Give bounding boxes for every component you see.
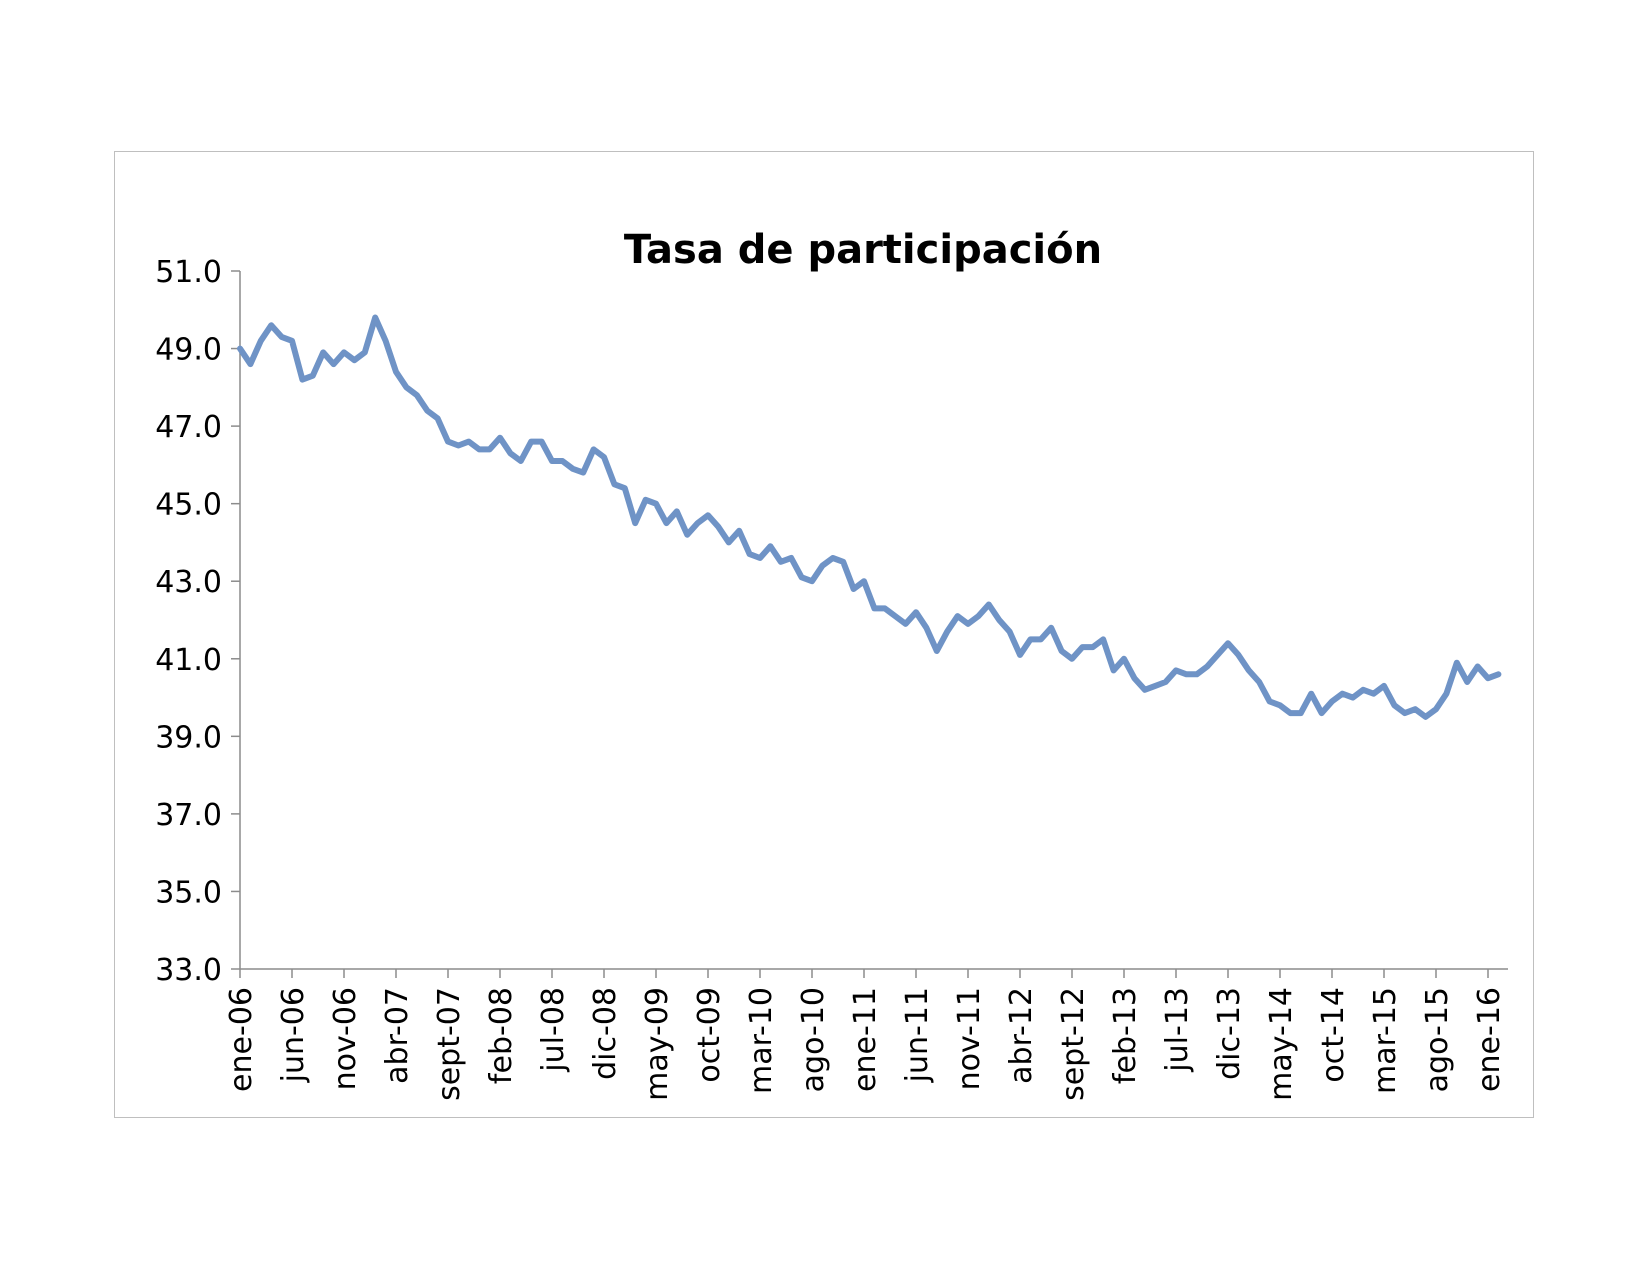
x-tick-label: dic-08 (588, 987, 623, 1080)
x-tick-label: sept-12 (1056, 987, 1091, 1101)
x-tick-label: ene-06 (224, 987, 259, 1092)
x-tick-label: feb-08 (484, 987, 519, 1084)
y-tick-label: 41.0 (155, 643, 222, 678)
x-tick-label: ago-10 (796, 987, 831, 1092)
x-tick-label: may-09 (640, 987, 675, 1101)
y-tick-label: 35.0 (155, 875, 222, 910)
x-tick-label: jun-11 (900, 987, 935, 1083)
x-tick-label: may-14 (1264, 987, 1299, 1101)
y-tick-label: 47.0 (155, 410, 222, 445)
x-tick-label: oct-14 (1316, 987, 1351, 1083)
y-tick-label: 51.0 (155, 255, 222, 290)
y-tick-label: 43.0 (155, 565, 222, 600)
chart-frame: Tasa de participación 33.0 35.0 37.0 39.0 41… (114, 151, 1534, 1118)
x-tick-label: abr-07 (380, 987, 415, 1084)
x-tick-label: sept-07 (432, 987, 467, 1101)
x-axis: ene-06 jun-06 nov-06 abr-07 sept-07 feb-08 jul… (224, 968, 1508, 1101)
x-tick-label: nov-06 (328, 987, 363, 1090)
x-tick-label: ene-11 (848, 987, 883, 1092)
y-tick-label: 37.0 (155, 798, 222, 833)
series-group (237, 314, 1502, 720)
chart-title: Tasa de participación (624, 227, 1102, 273)
y-axis: 33.0 35.0 37.0 39.0 41.0 43.0 45.0 47.0 49.0 51.0 (155, 255, 241, 988)
x-tick-label: jul-08 (536, 987, 571, 1073)
y-tick-label: 33.0 (155, 953, 222, 988)
x-tick-label: dic-13 (1212, 987, 1247, 1080)
x-tick-label: feb-13 (1108, 987, 1143, 1084)
x-tick-label: ene-16 (1472, 987, 1507, 1092)
line-chart: Tasa de participación 33.0 35.0 37.0 39.0 41… (155, 227, 1508, 1101)
x-tick-label: jul-13 (1160, 987, 1195, 1073)
y-tick-label: 39.0 (155, 720, 222, 755)
x-tick-label: mar-10 (744, 987, 779, 1094)
series-line-0 (237, 314, 1502, 720)
x-tick-label: jun-06 (276, 987, 311, 1083)
y-tick-label: 49.0 (155, 333, 222, 368)
x-tick-label: nov-11 (952, 987, 987, 1090)
x-tick-label: ago-15 (1420, 987, 1455, 1092)
x-tick-label: oct-09 (692, 987, 727, 1083)
x-tick-label: mar-15 (1368, 987, 1403, 1094)
x-tick-label: abr-12 (1004, 987, 1039, 1084)
y-tick-label: 45.0 (155, 488, 222, 523)
